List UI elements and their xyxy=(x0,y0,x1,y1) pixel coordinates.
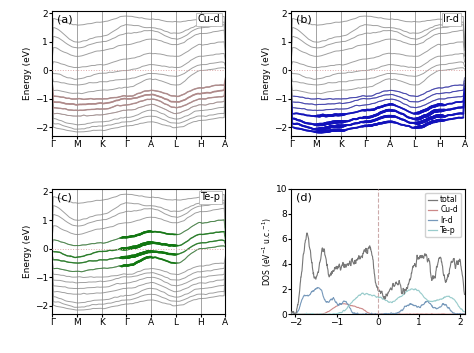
Line: Cu-d: Cu-d xyxy=(291,304,465,314)
Te-p xyxy=(419,293,425,297)
Ir-d xyxy=(404,303,410,307)
Ir-d xyxy=(288,312,294,316)
Cu-d xyxy=(462,312,467,316)
Te-p xyxy=(288,312,294,316)
total xyxy=(419,254,425,258)
Cu-d xyxy=(288,312,294,316)
Cu-d xyxy=(391,312,397,316)
Cu-d xyxy=(289,312,294,316)
Cu-d xyxy=(341,301,347,306)
Line: Ir-d: Ir-d xyxy=(291,288,465,314)
Text: (a): (a) xyxy=(57,14,73,24)
Legend: total, Cu-d, Ir-d, Te-p: total, Cu-d, Ir-d, Te-p xyxy=(425,192,461,237)
Cu-d xyxy=(319,312,325,316)
Ir-d xyxy=(419,303,425,307)
total xyxy=(405,286,410,290)
Te-p xyxy=(289,312,295,316)
Ir-d xyxy=(315,286,320,290)
Te-p xyxy=(367,293,373,297)
Text: Te-p: Te-p xyxy=(200,192,220,203)
total xyxy=(462,292,467,297)
total xyxy=(367,247,373,251)
Ir-d xyxy=(462,312,467,316)
Cu-d xyxy=(367,311,373,316)
total xyxy=(334,264,339,269)
Text: (d): (d) xyxy=(296,192,312,203)
Ir-d xyxy=(319,290,325,294)
Te-p xyxy=(412,287,418,291)
Text: (b): (b) xyxy=(296,14,312,24)
Te-p xyxy=(319,312,325,316)
Y-axis label: DOS (eV$^{-1}$ u.c.$^{-1}$): DOS (eV$^{-1}$ u.c.$^{-1}$) xyxy=(261,217,274,286)
total xyxy=(288,312,294,316)
Te-p xyxy=(391,299,396,303)
Line: Te-p: Te-p xyxy=(291,289,465,314)
Text: Ir-d: Ir-d xyxy=(444,14,459,24)
Cu-d xyxy=(419,312,425,316)
total xyxy=(304,231,310,235)
Te-p xyxy=(333,312,339,316)
Cu-d xyxy=(405,312,410,316)
total xyxy=(319,246,325,250)
Cu-d xyxy=(333,304,339,309)
Te-p xyxy=(462,310,467,314)
Ir-d xyxy=(367,312,373,316)
Y-axis label: Energy (eV): Energy (eV) xyxy=(23,47,32,100)
total xyxy=(292,312,298,316)
Ir-d xyxy=(391,312,396,316)
Ir-d xyxy=(333,300,339,305)
total xyxy=(391,284,397,288)
Text: Cu-d: Cu-d xyxy=(198,14,220,24)
Y-axis label: Energy (eV): Energy (eV) xyxy=(262,47,271,100)
Text: (c): (c) xyxy=(57,192,72,203)
Te-p xyxy=(404,289,410,293)
Line: total: total xyxy=(291,233,465,314)
Y-axis label: Energy (eV): Energy (eV) xyxy=(23,225,32,278)
